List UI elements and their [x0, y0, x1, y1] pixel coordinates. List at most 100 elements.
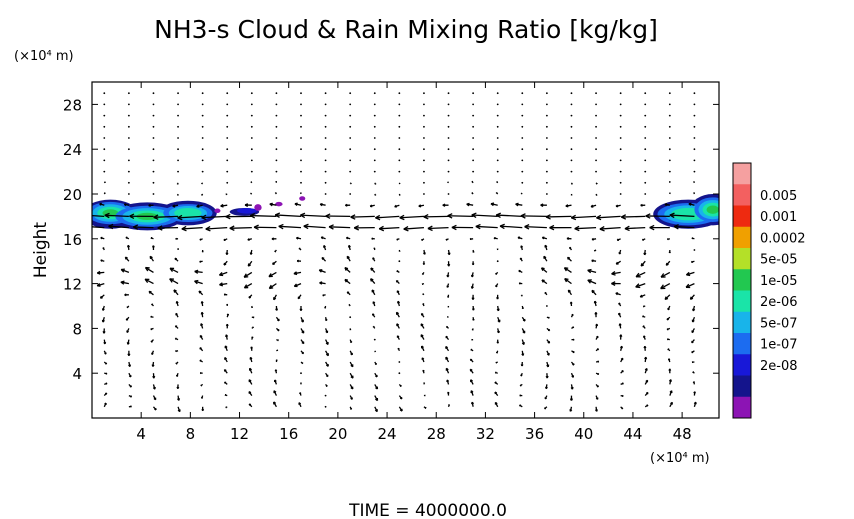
wind-arrow: [198, 290, 204, 296]
wind-arrow: [421, 238, 425, 241]
wind-arrow: [421, 282, 425, 285]
wind-arrow: [200, 301, 204, 307]
wind-arrow: [643, 335, 646, 340]
x-tick-label: 36: [525, 425, 544, 443]
wind-arrow: [374, 361, 377, 366]
wind-arrow: [126, 339, 130, 345]
colorbar-swatch: [733, 269, 751, 291]
wind-arrow: [349, 193, 352, 195]
wind-arrow: [396, 323, 400, 329]
wind-arrow: [544, 291, 548, 296]
wind-arrow: [201, 182, 204, 185]
wind-arrow: [496, 350, 499, 354]
wind-arrow: [324, 328, 329, 334]
wind-arrow: [128, 361, 132, 368]
x-tick-label: 16: [279, 425, 298, 443]
wind-arrow: [200, 383, 204, 387]
wind-arrow: [250, 148, 253, 151]
wind-arrow: [618, 302, 622, 307]
wind-arrow: [226, 313, 230, 318]
wind-arrow: [445, 367, 450, 374]
wind-arrow: [199, 260, 203, 263]
wind-arrow: [370, 267, 376, 273]
wind-arrow: [129, 213, 154, 220]
wind-arrow: [666, 238, 670, 241]
wind-arrow: [148, 290, 154, 296]
wind-arrow: [373, 338, 376, 341]
wind-arrow: [599, 226, 621, 232]
wind-arrow: [300, 170, 302, 173]
wind-arrow: [418, 204, 425, 208]
wind-arrow: [201, 92, 204, 95]
wind-arrow: [545, 92, 548, 95]
wind-arrow: [472, 170, 475, 173]
wind-arrow: [295, 236, 302, 240]
wind-arrow: [595, 182, 598, 185]
wind-arrow: [520, 361, 524, 367]
wind-arrow: [225, 213, 252, 220]
wind-arrow: [345, 203, 351, 207]
wind-arrow: [472, 148, 475, 151]
wind-arrow: [177, 406, 181, 413]
wind-arrow: [275, 327, 280, 332]
wind-arrow: [103, 361, 108, 365]
wind-arrow: [494, 391, 499, 396]
wind-arrow: [396, 335, 400, 340]
wind-arrow: [545, 214, 572, 220]
wind-arrow: [635, 282, 646, 289]
wind-arrow: [153, 214, 179, 220]
wind-arrow: [665, 260, 671, 266]
wind-arrow: [472, 103, 475, 106]
wind-arrow: [274, 192, 277, 195]
wind-arrow: [669, 401, 673, 408]
wind-arrow: [226, 137, 229, 139]
wind-arrow: [248, 403, 253, 408]
wind-arrow: [594, 406, 598, 412]
wind-arrow: [469, 358, 474, 363]
wind-arrow: [218, 271, 228, 277]
wind-arrow: [569, 301, 573, 307]
wind-arrow: [644, 170, 647, 173]
wind-arrow: [447, 193, 450, 195]
wind-arrow: [494, 401, 499, 408]
wind-arrow: [324, 170, 327, 173]
wind-arrow: [398, 361, 401, 363]
wind-arrow: [423, 103, 425, 106]
wind-arrow: [275, 180, 278, 183]
wind-arrow: [673, 224, 695, 230]
wind-arrow: [595, 125, 597, 128]
wind-arrow: [104, 372, 108, 375]
wind-arrow: [615, 204, 621, 208]
wind-arrow: [545, 373, 549, 379]
wind-arrow: [496, 328, 500, 334]
wind-arrow: [423, 394, 426, 397]
wind-arrow: [496, 181, 499, 184]
wind-arrow: [123, 203, 129, 207]
wind-arrow: [300, 339, 305, 345]
wind-arrow: [370, 278, 376, 285]
wind-arrow: [303, 223, 326, 230]
wind-arrow: [226, 114, 229, 117]
wind-arrow: [201, 170, 204, 173]
wind-arrow: [521, 181, 524, 184]
wind-arrow: [275, 316, 280, 322]
wind-arrow: [325, 213, 351, 219]
wind-arrow: [691, 237, 695, 240]
wind-arrow: [152, 103, 155, 106]
wind-arrow: [151, 361, 155, 367]
wind-arrow: [446, 272, 450, 278]
wind-arrow: [249, 356, 253, 363]
wind-arrow: [199, 372, 203, 375]
wind-arrow: [521, 339, 525, 346]
wind-arrow: [250, 92, 253, 95]
wind-arrow: [127, 125, 130, 128]
wind-arrow: [618, 312, 622, 318]
wind-arrow: [299, 305, 303, 311]
wind-arrow: [300, 148, 302, 151]
wind-arrow: [250, 114, 253, 117]
wind-arrow: [496, 125, 499, 128]
wind-arrow: [152, 137, 155, 139]
wind-arrow: [275, 359, 278, 363]
wind-arrow: [251, 336, 254, 340]
wind-arrow: [574, 225, 597, 232]
